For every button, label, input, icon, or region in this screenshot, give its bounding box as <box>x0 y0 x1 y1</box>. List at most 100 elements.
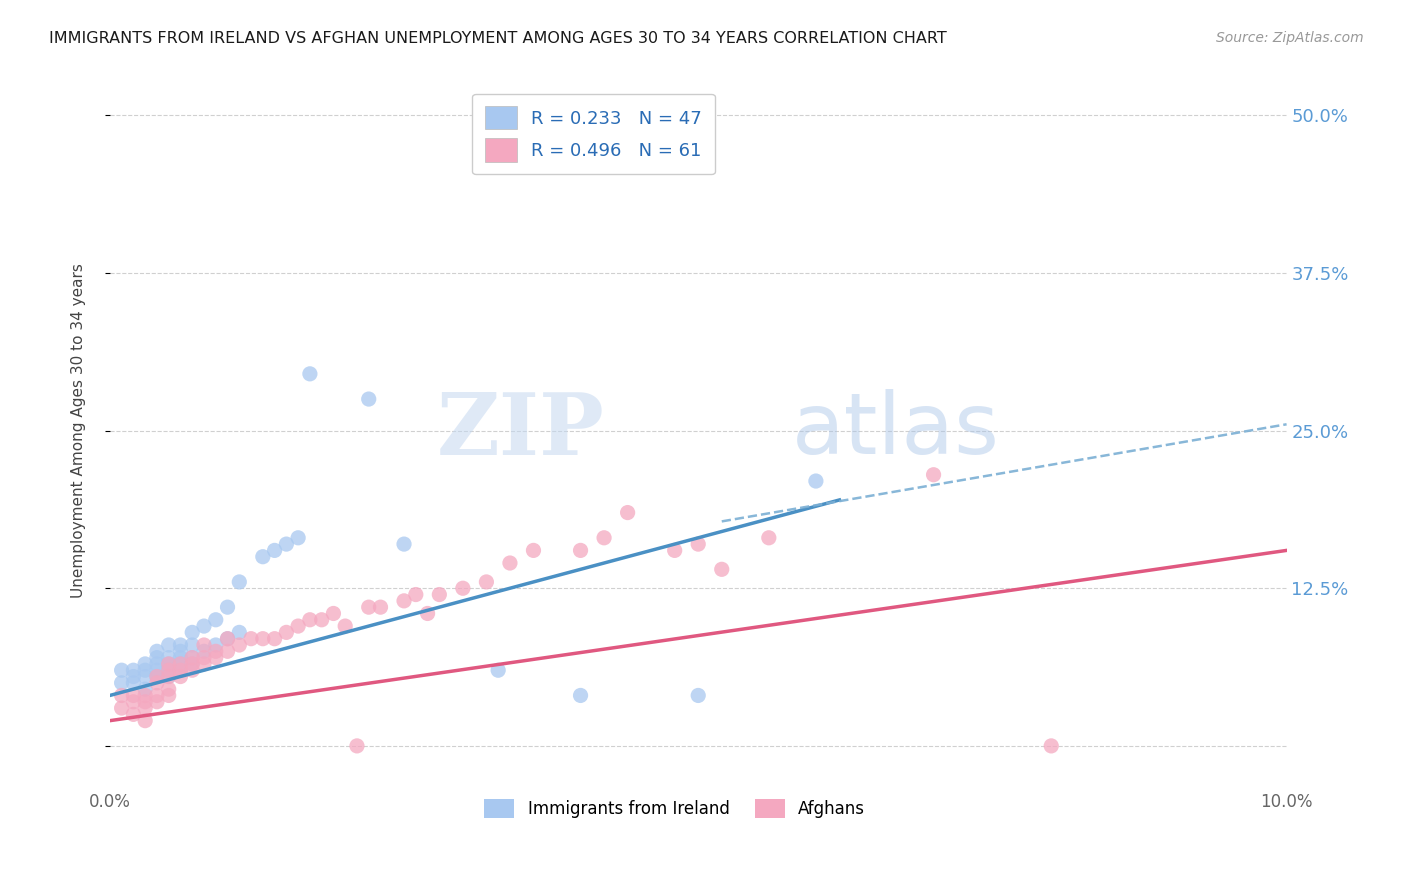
Point <box>134 714 156 728</box>
Point <box>357 392 380 406</box>
Point <box>193 638 215 652</box>
Point <box>193 650 215 665</box>
Point <box>122 695 145 709</box>
Point <box>157 689 180 703</box>
Point <box>169 644 191 658</box>
Point <box>169 663 191 677</box>
Point <box>134 657 156 671</box>
Point <box>122 707 145 722</box>
Point <box>193 644 215 658</box>
Point <box>569 543 592 558</box>
Point <box>110 676 132 690</box>
Point <box>427 588 450 602</box>
Point <box>370 600 392 615</box>
Point <box>204 644 226 658</box>
Point <box>146 695 169 709</box>
Legend: Immigrants from Ireland, Afghans: Immigrants from Ireland, Afghans <box>478 792 872 825</box>
Point <box>311 613 333 627</box>
Point <box>217 632 239 646</box>
Point <box>616 506 638 520</box>
Point <box>804 474 827 488</box>
Point <box>110 689 132 703</box>
Point <box>416 607 439 621</box>
Point <box>451 581 474 595</box>
Point <box>922 467 945 482</box>
Point <box>134 701 156 715</box>
Point <box>146 689 169 703</box>
Point <box>169 657 191 671</box>
Point <box>134 682 156 697</box>
Point <box>169 669 191 683</box>
Point <box>475 574 498 589</box>
Point <box>181 657 204 671</box>
Point <box>217 632 239 646</box>
Point <box>569 689 592 703</box>
Point <box>157 669 180 683</box>
Point <box>335 619 357 633</box>
Point <box>157 638 180 652</box>
Point <box>146 669 169 683</box>
Point <box>181 650 204 665</box>
Point <box>228 638 250 652</box>
Point <box>287 531 309 545</box>
Point <box>157 682 180 697</box>
Point <box>204 613 226 627</box>
Y-axis label: Unemployment Among Ages 30 to 34 years: Unemployment Among Ages 30 to 34 years <box>72 263 86 598</box>
Point <box>499 556 522 570</box>
Point <box>146 669 169 683</box>
Point <box>758 531 780 545</box>
Point <box>522 543 544 558</box>
Point <box>134 663 156 677</box>
Point <box>252 549 274 564</box>
Point <box>204 638 226 652</box>
Point <box>252 632 274 646</box>
Point <box>193 657 215 671</box>
Point <box>157 650 180 665</box>
Point <box>157 669 180 683</box>
Point <box>169 663 191 677</box>
Point <box>122 689 145 703</box>
Point <box>122 663 145 677</box>
Point <box>263 543 285 558</box>
Point <box>664 543 686 558</box>
Point <box>157 657 180 671</box>
Point <box>228 574 250 589</box>
Point <box>146 650 169 665</box>
Point <box>322 607 344 621</box>
Point <box>1040 739 1063 753</box>
Point <box>110 701 132 715</box>
Text: IMMIGRANTS FROM IRELAND VS AFGHAN UNEMPLOYMENT AMONG AGES 30 TO 34 YEARS CORRELA: IMMIGRANTS FROM IRELAND VS AFGHAN UNEMPL… <box>49 31 948 46</box>
Point <box>181 663 204 677</box>
Point <box>346 739 368 753</box>
Point <box>298 613 321 627</box>
Point <box>181 657 204 671</box>
Point <box>134 669 156 683</box>
Point <box>688 689 710 703</box>
Point <box>169 638 191 652</box>
Point <box>181 625 204 640</box>
Point <box>146 644 169 658</box>
Point <box>228 625 250 640</box>
Point <box>193 619 215 633</box>
Point <box>688 537 710 551</box>
Point <box>217 600 239 615</box>
Point <box>276 625 298 640</box>
Point <box>240 632 263 646</box>
Point <box>157 663 180 677</box>
Point <box>276 537 298 551</box>
Point <box>593 531 616 545</box>
Text: ZIP: ZIP <box>436 389 605 473</box>
Point <box>392 594 415 608</box>
Point <box>287 619 309 633</box>
Point <box>134 689 156 703</box>
Point <box>146 663 169 677</box>
Point <box>122 676 145 690</box>
Point <box>157 657 180 671</box>
Point <box>110 663 132 677</box>
Text: Source: ZipAtlas.com: Source: ZipAtlas.com <box>1216 31 1364 45</box>
Text: atlas: atlas <box>793 389 1000 472</box>
Point <box>486 663 509 677</box>
Point <box>392 537 415 551</box>
Point <box>169 657 191 671</box>
Point <box>181 650 204 665</box>
